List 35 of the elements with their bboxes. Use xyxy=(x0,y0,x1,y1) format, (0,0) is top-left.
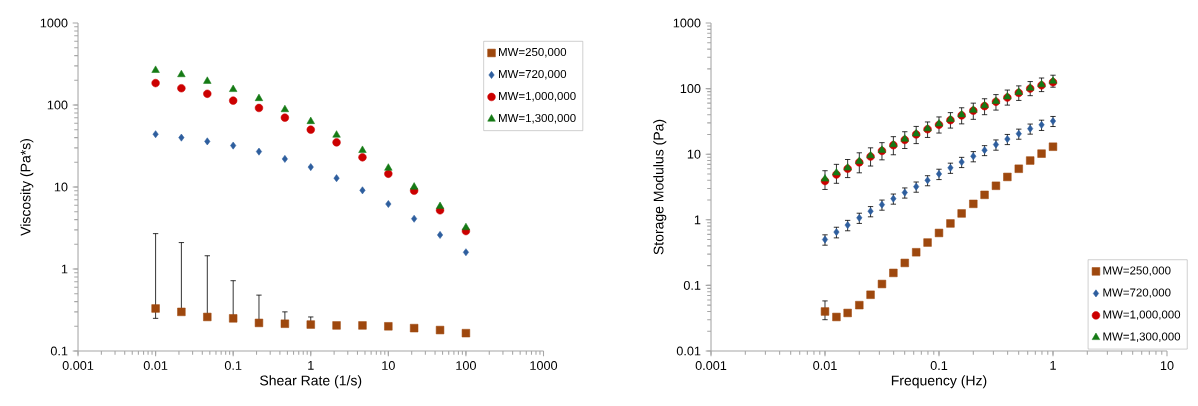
y-tick-label: 1000 xyxy=(673,18,701,28)
y-tick-label: 0.01 xyxy=(676,346,701,356)
x-tick-label: 0.01 xyxy=(143,361,168,370)
x-tick-label: 0.1 xyxy=(930,361,948,370)
x-tick-label: 100 xyxy=(456,361,476,370)
x-tick-label: 0.001 xyxy=(695,361,727,370)
x-tick-label: 0.001 xyxy=(62,361,94,370)
legend-label: MW=1,300,000 xyxy=(1103,332,1181,342)
x-tick-label: 10 xyxy=(382,361,395,370)
legend-label: MW=1,000,000 xyxy=(499,91,576,102)
y-tick-label: 100 xyxy=(680,84,701,94)
x-tick-label: 0.01 xyxy=(813,361,837,370)
y-tick-label: 10 xyxy=(687,149,701,159)
y-tick-label: 0.1 xyxy=(50,346,68,356)
x-axis-title: Frequency (Hz) xyxy=(891,375,987,389)
legend-label: MW=720,000 xyxy=(499,69,567,80)
y-tick-label: 100 xyxy=(47,100,68,110)
y-tick-label: 1000 xyxy=(40,18,68,28)
x-axis-title: Shear Rate (1/s) xyxy=(260,375,362,389)
y-axis-title: Storage Modulus (Pa) xyxy=(653,119,667,255)
legend-label: MW=1,300,000 xyxy=(499,113,576,124)
legend-label: MW=1,000,000 xyxy=(1103,310,1181,320)
y-axis-title: Viscosity (Pa*s) xyxy=(20,139,34,236)
x-tick-label: 1 xyxy=(1050,361,1056,370)
y-tick-label: 10 xyxy=(54,182,68,192)
x-tick-label: 1000 xyxy=(530,361,558,370)
x-tick-label: 0.1 xyxy=(224,361,242,370)
x-tick-label: 1 xyxy=(308,361,314,370)
legend-label: MW=250,000 xyxy=(499,47,567,58)
y-tick-label: 1 xyxy=(694,215,701,225)
y-tick-label: 0.1 xyxy=(683,280,701,290)
x-tick-label: 10 xyxy=(1160,361,1174,370)
legend-label: MW=250,000 xyxy=(1103,266,1171,276)
y-tick-label: 1 xyxy=(61,264,68,274)
legend-label: MW=720,000 xyxy=(1103,288,1171,298)
